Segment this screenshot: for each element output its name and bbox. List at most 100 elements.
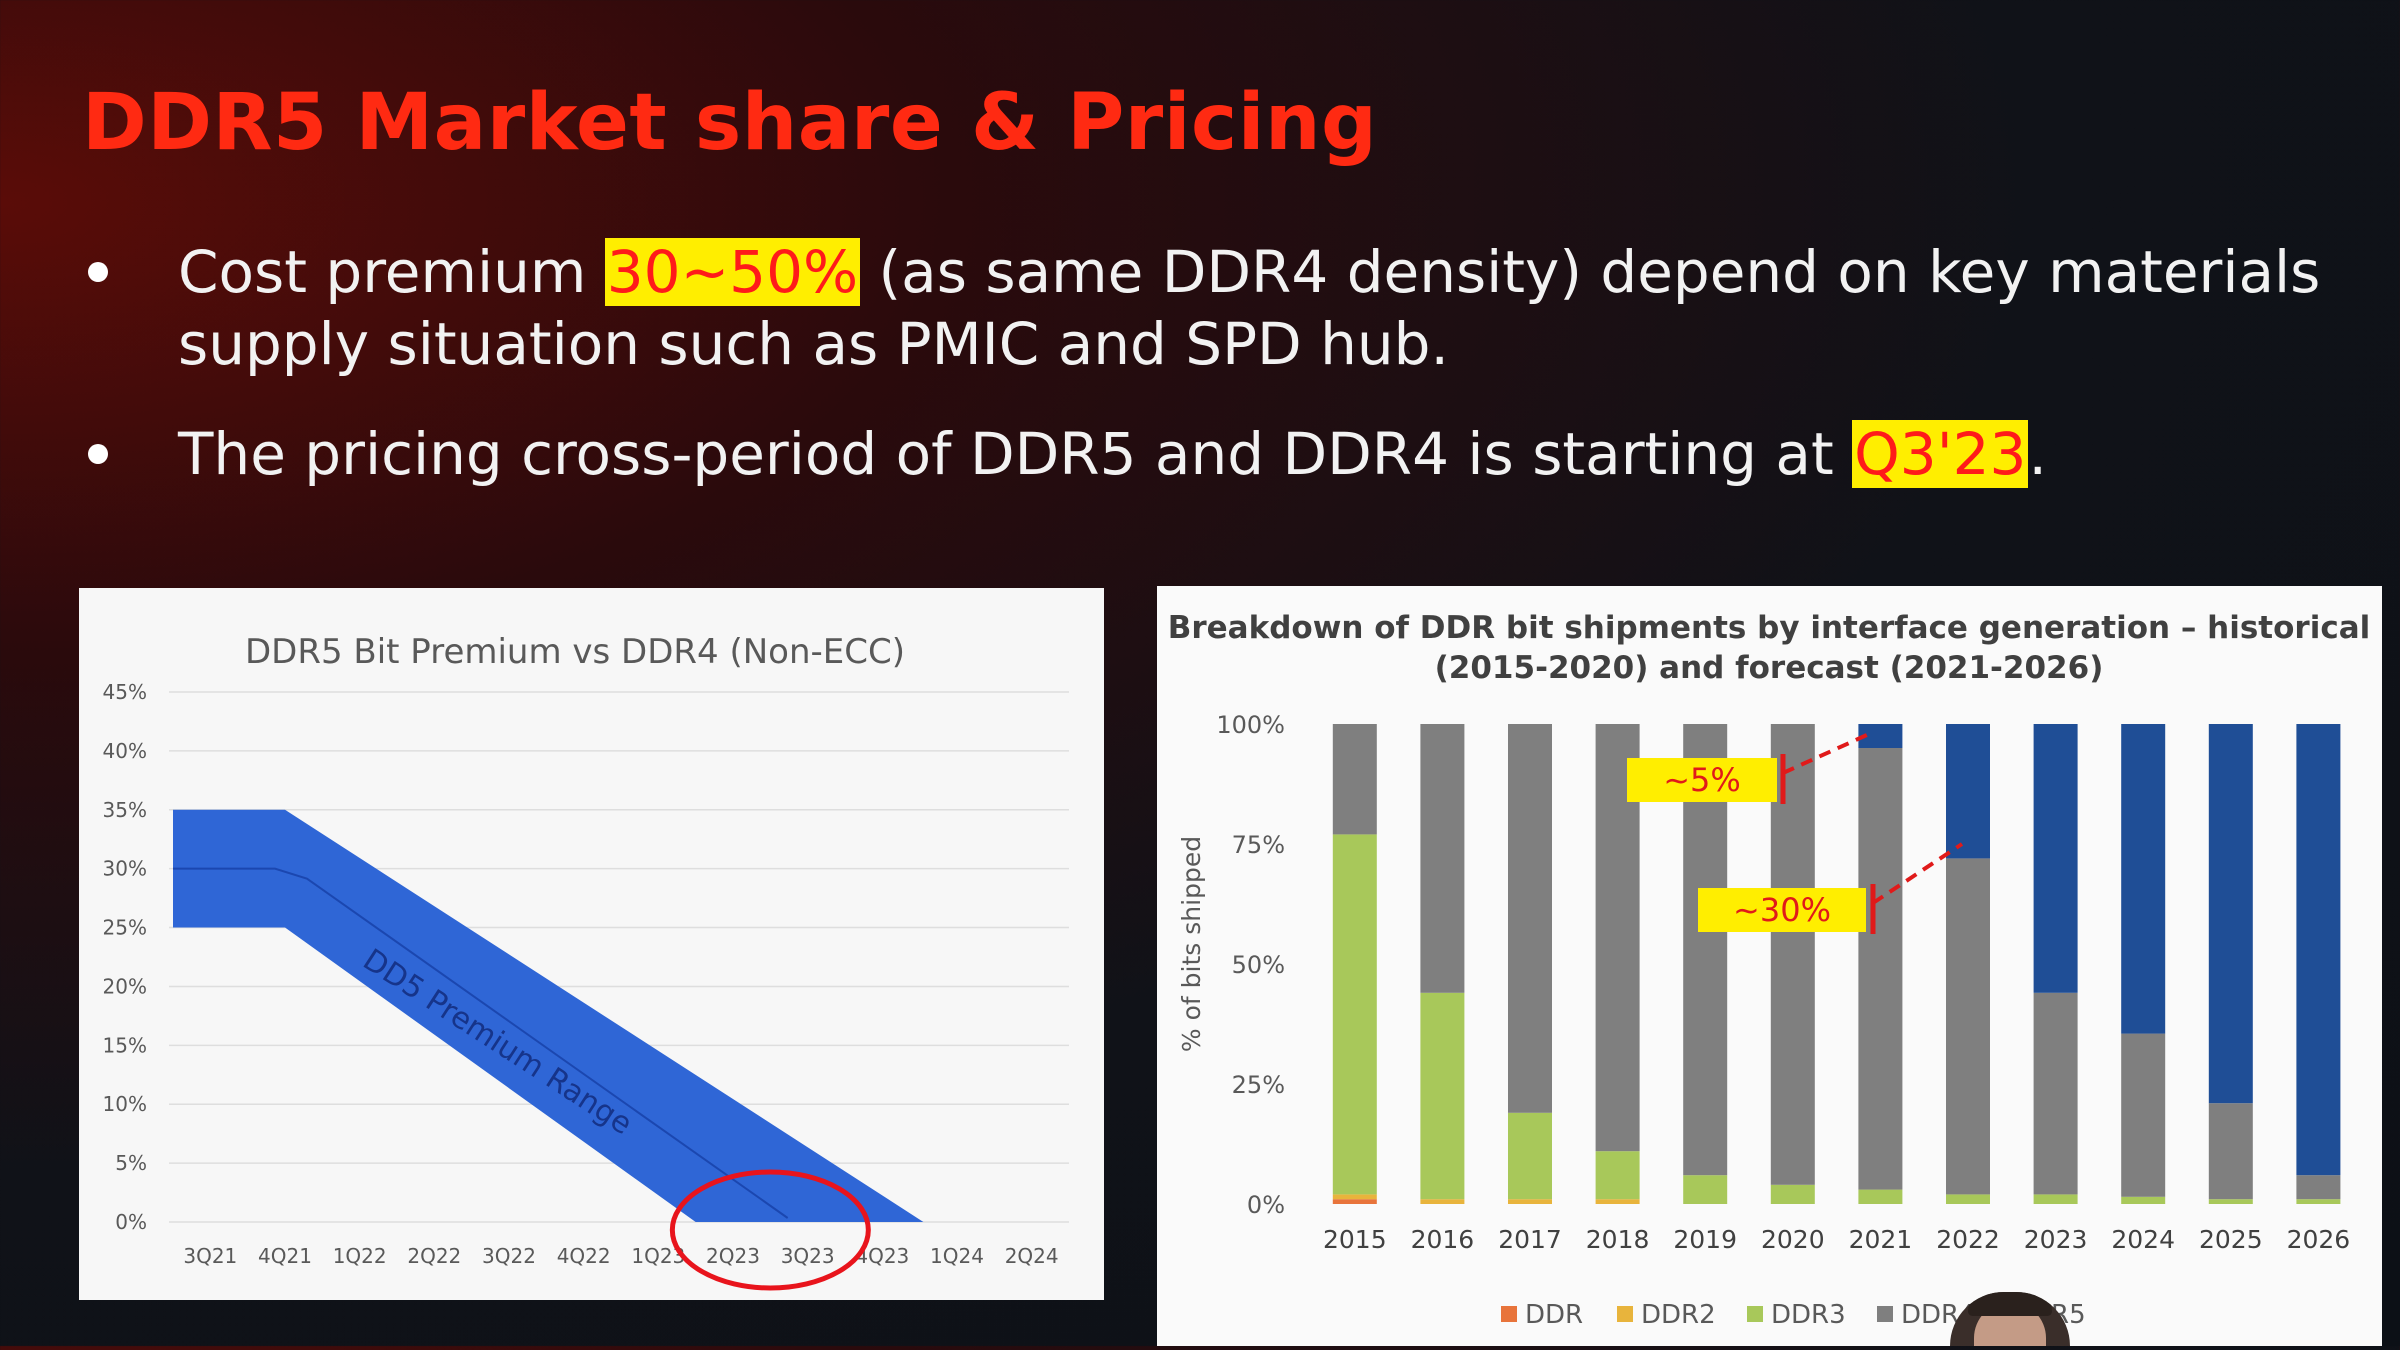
shipments-x-tick: 2020 — [1761, 1225, 1825, 1254]
shipments-chart-panel: Breakdown of DDR bit shipments by interf… — [1157, 586, 2382, 1346]
bar-segment-ddr3 — [2121, 1196, 2166, 1204]
shipments-chart-callouts: ~5% ~30% — [1627, 732, 1964, 934]
premium-chart-panel: DDR5 Bit Premium vs DDR4 (Non-ECC) 0% 5% 1… — [79, 588, 1104, 1300]
premium-y-tick: 20% — [103, 974, 147, 998]
bullet-1-highlight: 30~50% — [604, 238, 861, 306]
bar-segment-ddr3 — [1683, 1175, 1728, 1204]
bar-segment-ddr2 — [1508, 1199, 1552, 1204]
legend-swatch-ddr3 — [1747, 1306, 1763, 1322]
shipments-chart-y-axis: 0% 25% 50% 75% 100% — [1216, 711, 1285, 1219]
bar-segment-ddr3 — [1770, 1184, 1815, 1204]
legend-swatch-ddr2 — [1617, 1306, 1633, 1322]
shipments-chart-x-axis: 2015 2016 2017 2018 2019 2020 2021 2022 2023 2024… — [1323, 1225, 2350, 1254]
bar-segment-ddr3 — [1946, 1194, 1990, 1204]
bar-segment-ddr4 — [1858, 748, 1903, 1190]
shipments-x-tick: 2016 — [1411, 1225, 1475, 1254]
shipments-x-tick: 2023 — [2024, 1225, 2088, 1254]
bar-segment-ddr2 — [1595, 1199, 1640, 1204]
premium-y-tick: 35% — [103, 798, 147, 822]
shipments-x-tick: 2026 — [2287, 1225, 2351, 1254]
shipments-y-tick: 75% — [1232, 831, 1285, 859]
shipments-x-tick: 2018 — [1586, 1225, 1650, 1254]
bar-segment-ddr4 — [2121, 1033, 2166, 1197]
shipments-y-tick: 50% — [1232, 951, 1285, 979]
premium-y-tick: 45% — [103, 680, 147, 704]
bar-segment-ddr5 — [2033, 724, 2078, 993]
bullet-2-highlight: Q3'23 — [1852, 420, 2029, 488]
premium-x-tick: 3Q21 — [183, 1244, 237, 1268]
shipments-chart-title-line-1: Breakdown of DDR bit shipments by interf… — [1168, 610, 2371, 646]
bar-segment-ddr3 — [1508, 1112, 1552, 1200]
premium-y-tick: 30% — [103, 857, 147, 881]
legend-label-ddr2: DDR2 — [1641, 1300, 1716, 1330]
presenter-hair — [1968, 1292, 2052, 1316]
bar-segment-ddr — [1332, 1199, 1377, 1204]
bar-segment-ddr4 — [1332, 724, 1377, 835]
shipments-chart: Breakdown of DDR bit shipments by interf… — [1168, 610, 2371, 1330]
bar-segment-ddr3 — [1332, 834, 1377, 1195]
premium-midline — [173, 867, 789, 1219]
premium-chart: DDR5 Bit Premium vs DDR4 (Non-ECC) 0% 5% 1… — [103, 632, 1069, 1268]
bar-segment-ddr5 — [1946, 724, 1990, 859]
shipments-x-tick: 2015 — [1323, 1225, 1387, 1254]
bullet-2-marker — [88, 444, 108, 464]
premium-x-tick: 4Q23 — [855, 1244, 909, 1268]
bar-segment-ddr4 — [2208, 1103, 2253, 1200]
premium-y-tick: 5% — [115, 1151, 147, 1175]
premium-x-tick: 4Q21 — [258, 1244, 312, 1268]
premium-x-tick: 1Q24 — [930, 1244, 984, 1268]
premium-x-tick: 2Q23 — [706, 1244, 760, 1268]
bar-segment-ddr3 — [1858, 1189, 1903, 1204]
callout-label: ~5% — [1663, 761, 1741, 799]
bar-segment-ddr2 — [1420, 1199, 1465, 1204]
premium-x-tick: 2Q22 — [407, 1244, 461, 1268]
shipments-chart-title-line-2: (2015-2020) and forecast (2021-2026) — [1435, 650, 2104, 686]
bullet-2-pre: The pricing cross-period of DDR5 and DDR… — [178, 420, 1853, 488]
shipments-x-tick: 2022 — [1936, 1225, 2000, 1254]
premium-chart-y-axis: 0% 5% 10% 15% 20% 25% 30% 35% 40% 45% — [103, 680, 147, 1234]
shipments-y-tick: 25% — [1232, 1071, 1285, 1099]
premium-x-tick: 3Q22 — [482, 1244, 536, 1268]
premium-y-tick: 0% — [115, 1210, 147, 1234]
bar-segment-ddr3 — [2208, 1199, 2253, 1204]
bullet-2-post: . — [2028, 420, 2047, 488]
bar-segment-ddr4 — [1946, 858, 1990, 1195]
callout-pointer — [1782, 732, 1870, 775]
legend-swatch-ddr — [1501, 1306, 1517, 1322]
bullet-1-pre: Cost premium — [178, 238, 605, 306]
premium-x-tick: 1Q23 — [631, 1244, 685, 1268]
legend-label-ddr3: DDR3 — [1771, 1300, 1846, 1330]
premium-chart-band-layer — [173, 809, 924, 1222]
premium-chart-title: DDR5 Bit Premium vs DDR4 (Non-ECC) — [245, 632, 905, 672]
shipments-y-tick: 100% — [1216, 711, 1285, 739]
shipments-x-tick: 2024 — [2111, 1225, 2175, 1254]
legend-label-ddr: DDR — [1525, 1300, 1583, 1330]
premium-y-tick: 25% — [103, 916, 147, 940]
shipments-y-tick: 0% — [1247, 1191, 1285, 1219]
bar-segment-ddr5 — [2121, 724, 2166, 1034]
bar-segment-ddr5 — [2208, 724, 2253, 1104]
callout-pointer — [1871, 842, 1964, 905]
premium-y-tick: 15% — [103, 1033, 147, 1057]
bullet-1-post: (as same DDR4 density) depend on key mat… — [860, 238, 2321, 306]
premium-x-tick: 2Q24 — [1005, 1244, 1059, 1268]
bar-segment-ddr5 — [2296, 724, 2341, 1176]
premium-chart-x-axis: 3Q21 4Q21 1Q22 2Q22 3Q22 4Q22 1Q23 2Q23 3Q23 4Q23… — [183, 1244, 1058, 1268]
shipments-x-tick: 2025 — [2199, 1225, 2263, 1254]
bar-segment-ddr4 — [1508, 724, 1552, 1113]
premium-range-band — [173, 809, 924, 1222]
shipments-x-tick: 2017 — [1498, 1225, 1562, 1254]
bar-segment-ddr3 — [1420, 992, 1465, 1200]
bar-segment-ddr2 — [1332, 1194, 1377, 1200]
shipments-x-tick: 2019 — [1673, 1225, 1737, 1254]
premium-y-tick: 10% — [103, 1092, 147, 1116]
shipments-chart-bars — [1332, 724, 2341, 1204]
callout-label: ~30% — [1733, 891, 1831, 929]
premium-x-tick: 1Q22 — [333, 1244, 387, 1268]
slide-title: DDR5 Market share & Pricing — [82, 78, 1378, 168]
shipments-chart-y-label: % of bits shipped — [1177, 836, 1206, 1052]
bar-segment-ddr4 — [2296, 1175, 2341, 1200]
premium-x-tick: 3Q23 — [781, 1244, 835, 1268]
callout-box — [1627, 758, 1777, 802]
bullet-2-text: The pricing cross-period of DDR5 and DDR… — [178, 418, 2047, 490]
